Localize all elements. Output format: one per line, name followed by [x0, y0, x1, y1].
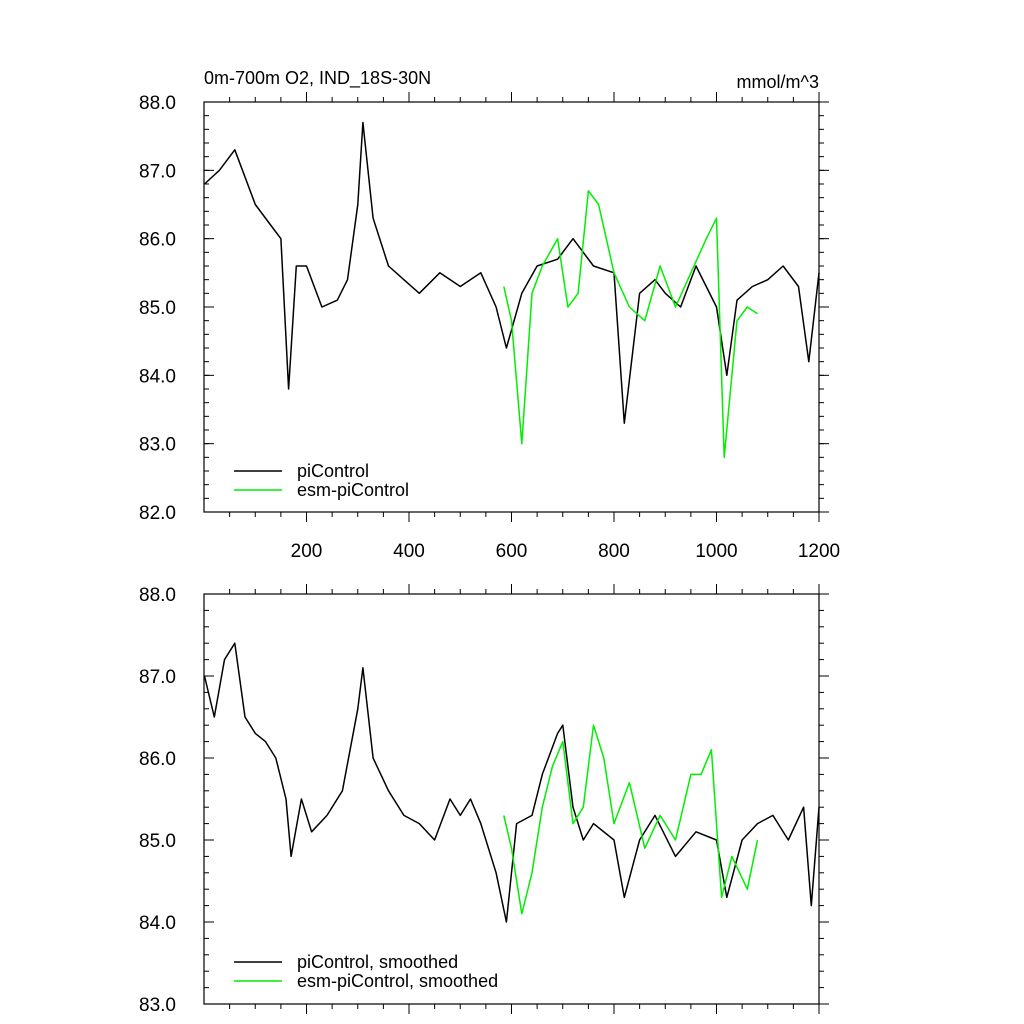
bottom-plot-frame	[203, 593, 820, 1005]
top-legend: piControl esm-piControl	[234, 461, 409, 500]
panel-top: 0m-700m O2, IND_18S-30N mmol/m^3 82.0 83.…	[139, 68, 840, 562]
top-plot-frame	[203, 101, 820, 513]
y-tick-label: 85.0	[139, 831, 176, 852]
legend-label-esm-picontrol-smoothed: esm-piControl, smoothed	[297, 971, 498, 991]
y-tick-label: 82.0	[139, 503, 176, 524]
y-tick-label: 83.0	[139, 995, 176, 1016]
chart-title: 0m-700m O2, IND_18S-30N	[204, 68, 431, 89]
y-tick-label: 83.0	[139, 435, 176, 456]
bottom-legend: piControl, smoothed esm-piControl, smoot…	[234, 952, 498, 991]
y-tick-label: 86.0	[139, 749, 176, 770]
x-tick-label: 400	[393, 541, 425, 562]
series-line-esm-picontrol	[503, 190, 758, 459]
chart-units: mmol/m^3	[737, 72, 819, 92]
y-tick-label: 88.0	[139, 93, 176, 114]
panel-bottom: 83.0 84.0 85.0 86.0 87.0 88.0 piControl, smoo…	[139, 584, 829, 1016]
y-tick-label: 87.0	[139, 667, 176, 688]
y-tick-label: 88.0	[139, 585, 176, 606]
x-tick-label: 200	[291, 541, 323, 562]
x-tick-label: 600	[496, 541, 528, 562]
legend-label-picontrol-smoothed: piControl, smoothed	[297, 952, 458, 972]
y-tick-label: 85.0	[139, 298, 176, 319]
y-tick-label: 87.0	[139, 161, 176, 182]
x-tick-label: 1200	[798, 541, 840, 562]
series-line-picontrol	[203, 121, 820, 424]
bottom-series	[203, 642, 820, 923]
top-series	[203, 121, 820, 459]
y-tick-label: 86.0	[139, 230, 176, 251]
series-line-esm-picontrol-smoothed	[503, 724, 759, 915]
legend-label-picontrol: piControl	[297, 461, 369, 481]
y-tick-label: 84.0	[139, 366, 176, 387]
bottom-ticks: 83.0 84.0 85.0 86.0 87.0 88.0	[139, 584, 829, 1016]
legend-label-esm-picontrol: esm-piControl	[297, 480, 409, 500]
y-tick-label: 84.0	[139, 913, 176, 934]
x-tick-label: 800	[598, 541, 630, 562]
x-tick-label: 1000	[695, 541, 737, 562]
series-line-picontrol-smoothed	[203, 642, 820, 923]
top-ticks: 82.0 83.0 84.0 85.0 86.0 87.0 88.0 200 400 600 800…	[139, 92, 840, 562]
